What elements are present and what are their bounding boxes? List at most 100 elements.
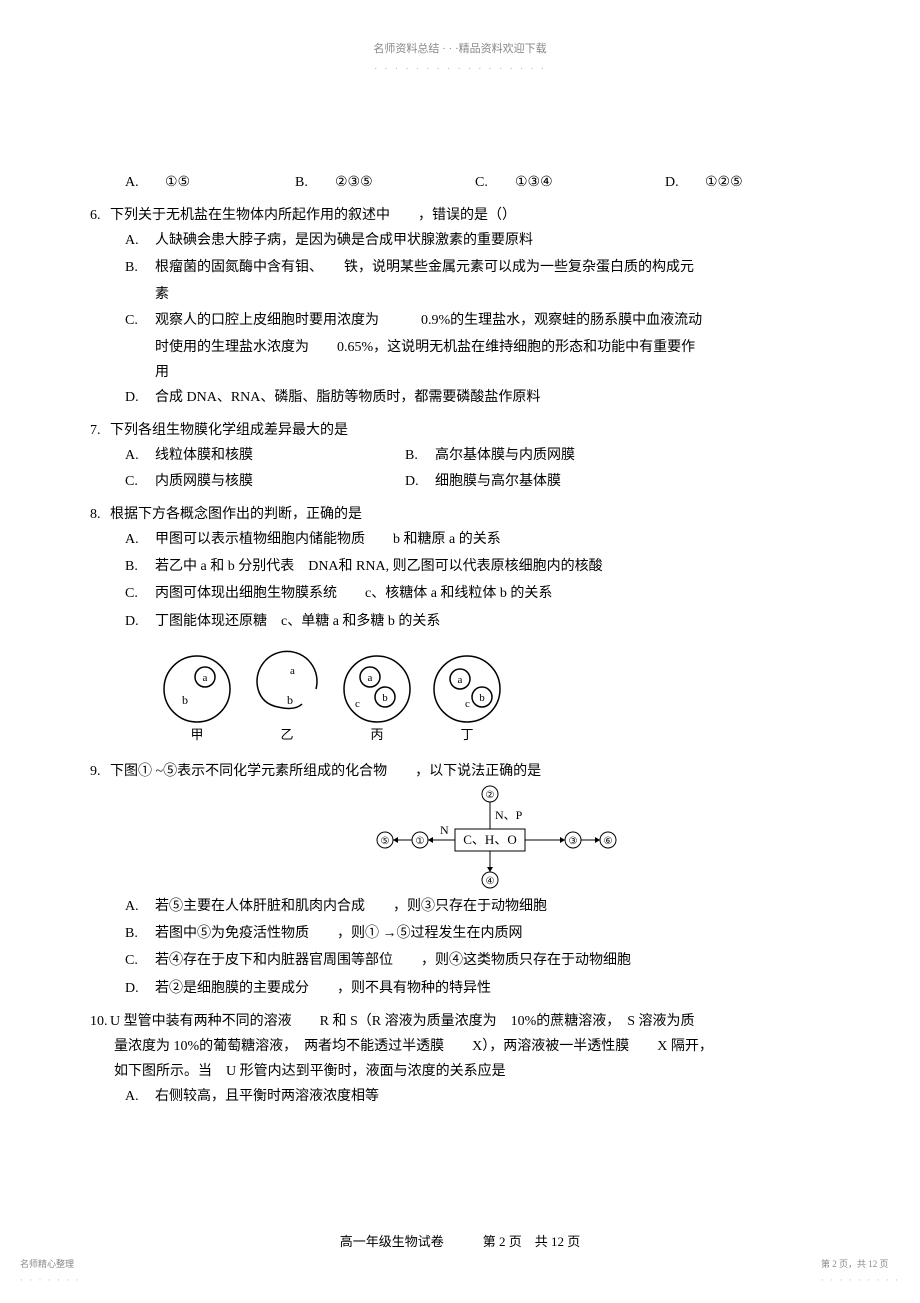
q8: 8.根据下方各概念图作出的判断，正确的是 A.甲图可以表示植物细胞内储能物质 b… — [90, 502, 830, 744]
svg-text:b: b — [382, 692, 388, 704]
svg-text:⑤: ⑤ — [381, 836, 390, 847]
q6-a-text: 人缺碘会患大脖子病，是因为碘是合成甲状腺激素的重要原料 — [155, 228, 533, 253]
q7-b-text: 高尔基体膜与内质网膜 — [435, 448, 575, 463]
svg-text:a: a — [368, 672, 373, 684]
q6-c-text2: 时使用的生理盐水浓度为 0.65%，这说明无机盐在维持细胞的形态和功能中有重要作 — [155, 340, 695, 355]
q8-b-label: B. — [125, 554, 155, 579]
svg-text:C、H、O: C、H、O — [463, 832, 516, 847]
svg-text:①: ① — [416, 836, 425, 847]
q7-d-text: 细胞膜与高尔基体膜 — [435, 474, 561, 489]
q6-num: 6. — [90, 203, 110, 228]
svg-text:甲: 甲 — [190, 727, 203, 742]
q6-c-label: C. — [125, 308, 155, 333]
svg-text:乙: 乙 — [280, 727, 293, 742]
q10-num: 10. — [90, 1009, 110, 1034]
svg-text:N、P: N、P — [495, 808, 523, 822]
q9-d-text: 若②是细胞膜的主要成分 ，则不具有物种的特异性 — [155, 976, 491, 1001]
svg-text:丁: 丁 — [460, 727, 473, 742]
q10-stem2: 量浓度为 10%的葡萄糖溶液， 两者均不能透过半透膜 X），两溶液被一半透性膜 … — [114, 1039, 713, 1054]
q7-d-label: D. — [405, 469, 435, 494]
q8-d-text: 丁图能体现还原糖 c、单糖 a 和多糖 b 的关系 — [155, 609, 440, 634]
corner-right-dots: · · · · · · · · · — [821, 1275, 900, 1285]
q8-venn-diagrams: a b 甲 a b 乙 a b c 丙 — [90, 649, 830, 744]
page-footer: 高一年级生物试卷 第 2 页 共 12 页 — [0, 1230, 920, 1253]
svg-text:c: c — [355, 698, 360, 710]
corner-right-text: 第 2 页，共 12 页 — [821, 1259, 889, 1269]
venn-diagram-1: a b 甲 — [160, 649, 235, 744]
svg-text:⑥: ⑥ — [604, 836, 613, 847]
q8-c-text: 丙图可体现出细胞生物膜系统 c、核糖体 a 和线粒体 b 的关系 — [155, 581, 552, 606]
corner-left: 名师精心整理 · · · · · · · — [20, 1256, 80, 1288]
q6-b-label: B. — [125, 255, 155, 280]
q9-b-label: B. — [125, 921, 155, 946]
venn-diagram-2: a b 乙 — [250, 649, 325, 744]
q9-d-label: D. — [125, 976, 155, 1001]
q5-b-label: B. — [295, 170, 335, 195]
q5-b-text: ②③⑤ — [335, 170, 475, 195]
svg-text:c: c — [465, 698, 470, 710]
venn-diagram-4: a b c 丁 — [430, 649, 505, 744]
q9-b-text: 若图中⑤为免疫活性物质 ，则① →⑤过程发生在内质网 — [155, 921, 523, 946]
q8-num: 8. — [90, 502, 110, 527]
q8-a-label: A. — [125, 527, 155, 552]
q6-d-label: D. — [125, 385, 155, 410]
svg-text:④: ④ — [486, 876, 495, 887]
q5-a-label: A. — [125, 170, 165, 195]
q10-stem1: U 型管中装有两种不同的溶液 R 和 S（R 溶液为质量浓度为 10%的蔗糖溶液… — [110, 1014, 695, 1029]
q8-b-text: 若乙中 a 和 b 分别代表 DNA和 RNA, 则乙图可以代表原核细胞内的核酸 — [155, 554, 603, 579]
svg-text:b: b — [287, 693, 293, 707]
venn-diagram-3: a b c 丙 — [340, 649, 415, 744]
q6-d-text: 合成 DNA、RNA、磷脂、脂肪等物质时，都需要磷酸盐作原料 — [155, 385, 540, 410]
q6-c-text: 观察人的口腔上皮细胞时要用浓度为 0.9%的生理盐水，观察蛙的肠系膜中血液流动 — [155, 308, 702, 333]
q8-c-label: C. — [125, 581, 155, 606]
q5-a-text: ①⑤ — [165, 170, 295, 195]
svg-text:丙: 丙 — [370, 727, 383, 742]
q7-num: 7. — [90, 418, 110, 443]
svg-text:③: ③ — [569, 836, 578, 847]
q9-c-text: 若④存在于皮下和内脏器官周围等部位 ，则④这类物质只存在于动物细胞 — [155, 948, 631, 973]
corner-left-dots: · · · · · · · — [20, 1275, 80, 1285]
q10-a-label: A. — [125, 1084, 155, 1109]
q6-a-label: A. — [125, 228, 155, 253]
q10-a-text: 右侧较高，且平衡时两溶液浓度相等 — [155, 1084, 379, 1109]
q7: 7.下列各组生物膜化学组成差异最大的是 A.线粒体膜和核膜 B.高尔基体膜与内质… — [90, 418, 830, 494]
q9: 9.下图① ~⑤表示不同化学元素所组成的化合物 ，以下说法正确的是 C、H、O … — [90, 759, 830, 1001]
corner-left-text: 名师精心整理 — [20, 1259, 74, 1269]
q7-a-text: 线粒体膜和核膜 — [155, 448, 253, 463]
svg-text:a: a — [290, 665, 295, 677]
q6: 6.下列关于无机盐在生物体内所起作用的叙述中 ，错误的是（） A.人缺碘会患大脖… — [90, 203, 830, 411]
q6-stem: 下列关于无机盐在生物体内所起作用的叙述中 ，错误的是（） — [110, 208, 516, 223]
q7-c-label: C. — [125, 469, 155, 494]
q5-c-text: ①③④ — [515, 170, 665, 195]
svg-text:②: ② — [486, 790, 495, 801]
q10: 10.U 型管中装有两种不同的溶液 R 和 S（R 溶液为质量浓度为 10%的蔗… — [90, 1009, 830, 1110]
footer-text: 高一年级生物试卷 第 2 页 共 12 页 — [340, 1234, 581, 1249]
q7-stem: 下列各组生物膜化学组成差异最大的是 — [110, 423, 348, 438]
svg-text:b: b — [479, 692, 485, 704]
header-dots: · · · · · · · · · · · · · · · · · — [374, 63, 546, 75]
q7-a-label: A. — [125, 443, 155, 468]
q6-c-text3: 用 — [155, 365, 169, 380]
q9-c-label: C. — [125, 948, 155, 973]
q10-stem3: 如下图所示。当 U 形管内达到平衡时，液面与浓度的关系应是 — [114, 1064, 506, 1079]
q8-stem: 根据下方各概念图作出的判断，正确的是 — [110, 507, 362, 522]
header-title: 名师资料总结 · · ·精品资料欢迎下载 — [373, 43, 546, 55]
q5-c-label: C. — [475, 170, 515, 195]
q8-a-text: 甲图可以表示植物细胞内储能物质 b 和糖原 a 的关系 — [155, 527, 501, 552]
q6-b-text: 根瘤菌的固氮酶中含有钼、 铁，说明某些金属元素可以成为一些复杂蛋白质的构成元 — [155, 255, 694, 280]
q9-num: 9. — [90, 759, 110, 784]
page-header: 名师资料总结 · · ·精品资料欢迎下载 · · · · · · · · · ·… — [90, 40, 830, 80]
q9-a-label: A. — [125, 894, 155, 919]
svg-text:N: N — [440, 823, 449, 837]
corner-right: 第 2 页，共 12 页 · · · · · · · · · — [821, 1256, 900, 1288]
svg-text:b: b — [182, 693, 188, 707]
q7-b-label: B. — [405, 443, 435, 468]
q6-b-text2: 素 — [155, 287, 169, 302]
q5-d-label: D. — [665, 170, 705, 195]
q7-c-text: 内质网膜与核膜 — [155, 474, 253, 489]
q9-stem: 下图① ~⑤表示不同化学元素所组成的化合物 ，以下说法正确的是 — [110, 764, 541, 779]
q5-d-text: ①②⑤ — [705, 170, 743, 195]
q5-options: A. ①⑤ B. ②③⑤ C. ①③④ D. ①②⑤ — [90, 170, 830, 195]
q8-d-label: D. — [125, 609, 155, 634]
q9-a-text: 若⑤主要在人体肝脏和肌肉内合成 ，则③只存在于动物细胞 — [155, 894, 547, 919]
